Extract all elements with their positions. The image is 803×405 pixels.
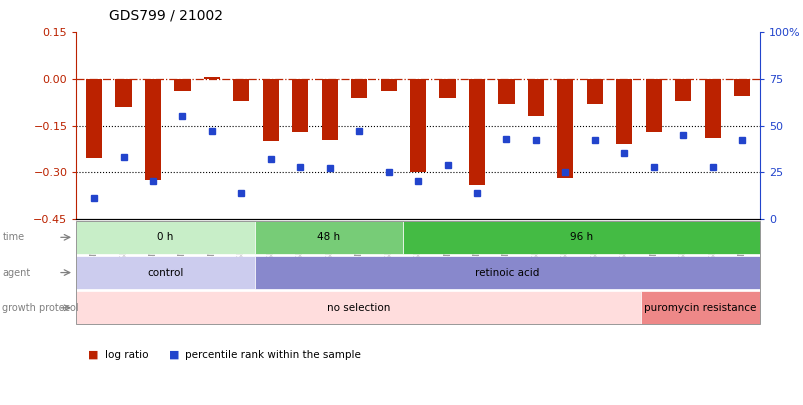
Bar <box>116 79 132 107</box>
Text: puromycin resistance: puromycin resistance <box>643 303 756 313</box>
Bar <box>439 79 455 98</box>
Bar <box>410 79 426 172</box>
Bar <box>556 79 573 178</box>
Bar <box>645 79 661 132</box>
Text: retinoic acid: retinoic acid <box>475 268 539 277</box>
Bar <box>498 79 514 104</box>
Text: control: control <box>147 268 183 277</box>
Bar <box>291 79 308 132</box>
Bar <box>203 77 220 79</box>
Text: no selection: no selection <box>327 303 389 313</box>
Text: log ratio: log ratio <box>104 350 148 360</box>
Bar <box>468 79 484 185</box>
Text: 0 h: 0 h <box>157 232 173 242</box>
Bar <box>527 79 544 116</box>
Bar <box>145 79 161 180</box>
Text: agent: agent <box>2 268 31 277</box>
Text: ■: ■ <box>88 350 99 360</box>
Text: growth protocol: growth protocol <box>2 303 79 313</box>
Bar <box>733 79 749 96</box>
Bar <box>703 79 719 138</box>
Bar <box>233 79 249 101</box>
Bar <box>263 79 279 141</box>
Text: time: time <box>2 232 25 242</box>
Bar <box>380 79 396 92</box>
Text: ■: ■ <box>169 350 179 360</box>
Bar <box>86 79 102 158</box>
Bar <box>675 79 691 101</box>
Bar <box>174 79 190 92</box>
Text: GDS799 / 21002: GDS799 / 21002 <box>108 8 222 22</box>
Text: 48 h: 48 h <box>317 232 340 242</box>
Bar <box>321 79 337 139</box>
Bar <box>351 79 367 98</box>
Text: percentile rank within the sample: percentile rank within the sample <box>185 350 361 360</box>
Bar <box>586 79 602 104</box>
Bar <box>615 79 632 144</box>
Text: 96 h: 96 h <box>569 232 593 242</box>
